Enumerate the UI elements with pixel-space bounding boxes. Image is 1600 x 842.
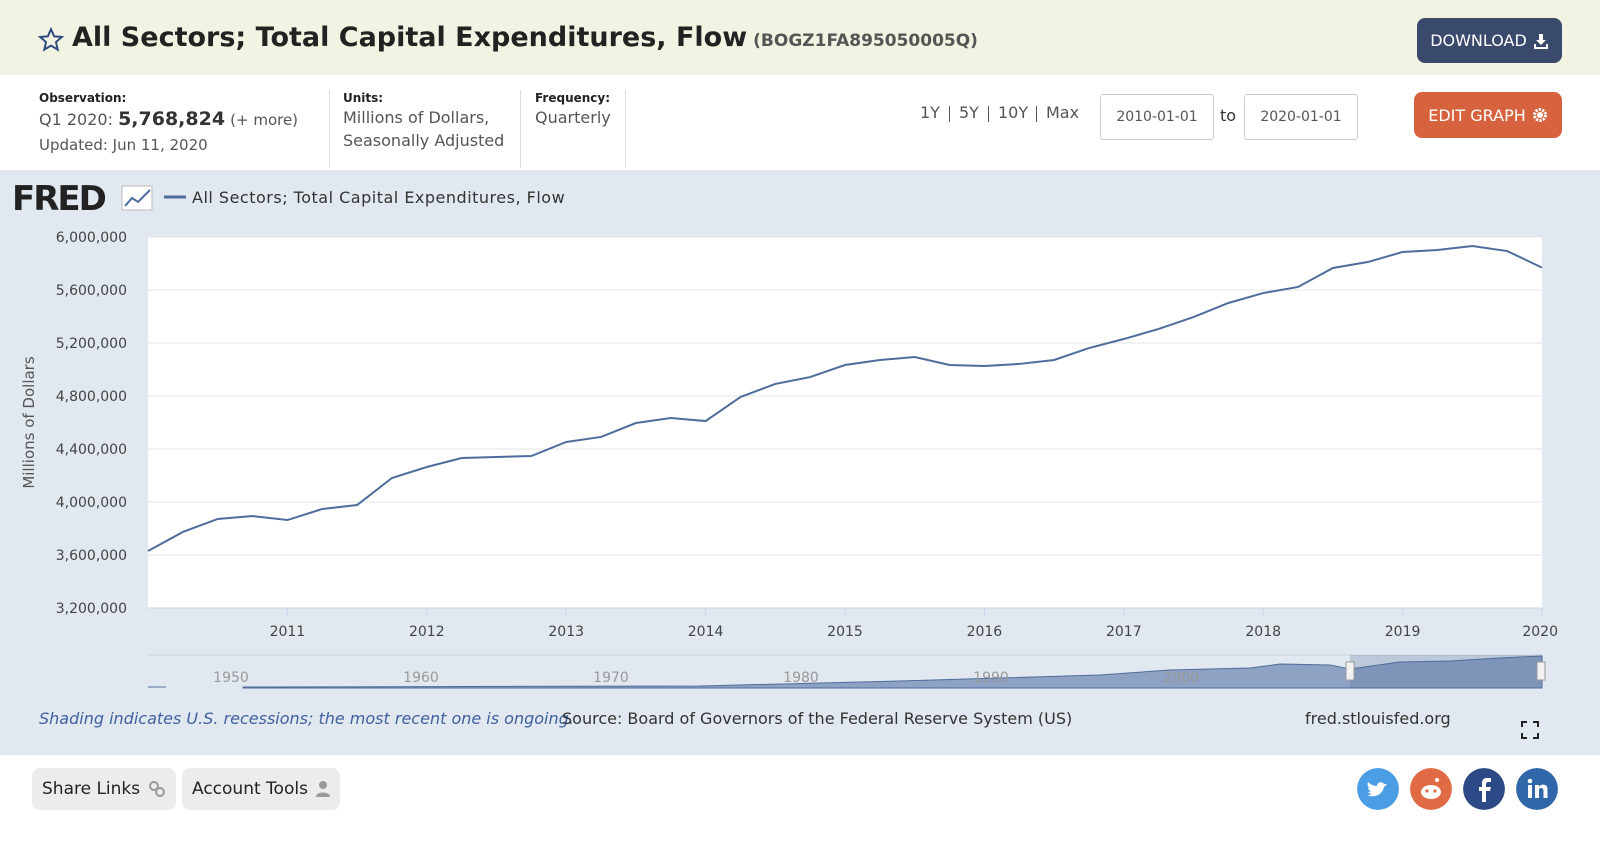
frequency-label: Frequency:: [535, 91, 611, 105]
x-tick-label: 2015: [827, 624, 863, 640]
range-separator: [1036, 106, 1037, 122]
navigator-label: 1970: [593, 670, 629, 686]
download-button[interactable]: DOWNLOAD: [1417, 18, 1562, 63]
to-label: to: [1220, 106, 1237, 125]
source: Source: Board of Governors of the Federa…: [562, 709, 1073, 728]
y-tick-label: 4,000,000: [56, 495, 127, 511]
divider: [520, 90, 521, 168]
header-bar: All Sectors; Total Capital Expenditures,…: [0, 0, 1600, 75]
title-text: All Sectors; Total Capital Expenditures,…: [72, 22, 748, 53]
account-tools[interactable]: Account Tools: [182, 768, 340, 810]
navigator-label: 1950: [213, 670, 249, 686]
obs-more[interactable]: (+ more): [230, 111, 299, 129]
range-1y[interactable]: 1Y: [920, 103, 940, 122]
x-tick-label: 2017: [1106, 624, 1142, 640]
account-label: Account Tools: [192, 779, 308, 799]
legend-label: All Sectors; Total Capital Expenditures,…: [192, 188, 565, 207]
reddit-button[interactable]: [1410, 768, 1452, 810]
units-line: Millions of Dollars,: [343, 108, 490, 127]
y-tick-label: 3,600,000: [56, 548, 127, 564]
facebook-button[interactable]: [1463, 768, 1505, 810]
range-separator: [988, 106, 989, 122]
units-label: Units:: [343, 91, 384, 105]
start-date[interactable]: 2010-01-01: [1100, 94, 1214, 140]
site-link[interactable]: fred.stlouisfed.org: [1305, 709, 1451, 728]
chart-panel: FRED Millions of Dollars 3,200,000 3,600,0…: [0, 170, 1600, 755]
navigator-label: 1960: [403, 670, 439, 686]
navigator-handle[interactable]: [1536, 661, 1546, 681]
linkedin-button[interactable]: [1516, 768, 1558, 810]
end-date[interactable]: 2020-01-01: [1244, 94, 1358, 140]
y-tick-label: 4,400,000: [56, 442, 127, 458]
x-tick-label: 2016: [967, 624, 1003, 640]
y-tick-label: 6,000,000: [56, 230, 127, 246]
edit-label: EDIT GRAPH: [1428, 105, 1526, 125]
x-tick-label: 2019: [1385, 624, 1421, 640]
navigator-label: 1990: [973, 670, 1009, 686]
units-value: Millions of Dollars, Seasonally Adjusted: [343, 106, 504, 152]
x-tick-label: 2020: [1522, 624, 1558, 640]
range-5y[interactable]: 5Y: [959, 103, 979, 122]
navigator: [148, 654, 1546, 689]
y-tick-label: 3,200,000: [56, 601, 127, 617]
twitter-button[interactable]: [1357, 768, 1399, 810]
y-tick-label: 4,800,000: [56, 389, 127, 405]
range-max[interactable]: Max: [1046, 103, 1080, 122]
divider: [625, 90, 626, 168]
updated: Updated: Jun 11, 2020: [39, 136, 208, 154]
download-label: DOWNLOAD: [1430, 31, 1527, 50]
user-icon: [315, 781, 330, 797]
download-icon: [1533, 33, 1548, 49]
series-id: (BOGZ1FA895050005Q): [753, 31, 978, 51]
y-axis-label: Millions of Dollars: [20, 356, 38, 489]
x-tick-label: 2013: [548, 624, 584, 640]
share-links[interactable]: Share Links: [32, 768, 177, 810]
favorite-star[interactable]: [38, 27, 64, 53]
frequency-value: Quarterly: [535, 108, 611, 127]
y-tick-label: 5,600,000: [56, 283, 127, 299]
link-icon: [149, 781, 166, 797]
navigator-handle[interactable]: [1345, 661, 1355, 681]
navigator-label: 1980: [783, 670, 819, 686]
fullscreen-icon[interactable]: [1521, 721, 1539, 739]
x-tick-label: 2011: [270, 624, 306, 640]
plot-area: [148, 237, 1542, 608]
divider: [329, 90, 330, 168]
fred-logo: FRED: [12, 179, 106, 219]
chart: FRED Millions of Dollars 3,200,000 3,600,0…: [12, 179, 1558, 689]
obs-value: 5,768,824: [118, 108, 226, 130]
navigator-label: 2000: [1163, 670, 1199, 686]
edit-graph-button[interactable]: EDIT GRAPH: [1414, 92, 1562, 138]
x-tick-label: 2014: [688, 624, 724, 640]
observation-value: Q1 2020: 5,768,824 (+ more): [39, 108, 298, 132]
observation-label: Observation:: [39, 91, 127, 105]
gear-icon: [1532, 108, 1547, 122]
x-tick-label: 2018: [1245, 624, 1281, 640]
data-line: [147, 245, 1543, 552]
logo-icon: [121, 185, 153, 211]
series-title: All Sectors; Total Capital Expenditures,…: [72, 22, 978, 53]
units-line: Seasonally Adjusted: [343, 131, 505, 150]
obs-period: Q1 2020:: [39, 110, 113, 129]
navigator-selection[interactable]: [1350, 655, 1542, 688]
range-10y[interactable]: 10Y: [998, 103, 1029, 122]
recession-note: Shading indicates U.S. recessions; the m…: [39, 709, 574, 728]
range-separator: [949, 106, 950, 122]
share-label: Share Links: [42, 779, 141, 799]
x-tick-label: 2012: [409, 624, 445, 640]
y-tick-label: 5,200,000: [56, 336, 127, 352]
